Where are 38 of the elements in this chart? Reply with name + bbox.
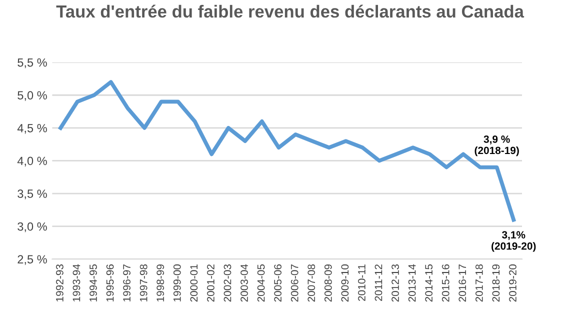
x-tick-label: 2016-17 (458, 264, 466, 302)
x-tick-label: 2013-14 (408, 264, 416, 302)
x-tick-label: 2008-09 (324, 264, 332, 302)
annotation: 3,9 % (2018-19) (474, 136, 519, 156)
x-tick-label: 2018-19 (492, 264, 500, 302)
x-tick-label: 1997-98 (140, 264, 148, 302)
x-tick-label: 2006-07 (290, 264, 298, 302)
x-tick-label: 2005-06 (274, 264, 282, 302)
x-tick-label: 2014-15 (425, 264, 433, 302)
x-tick-label: 2002-03 (224, 264, 232, 302)
y-tick-label: 4,0 % (17, 156, 47, 167)
y-tick-label: 2,5 % (18, 255, 47, 265)
x-tick-label: 1996-97 (123, 264, 130, 302)
x-tick-label: 1992-93 (56, 264, 64, 302)
x-tick-label: 2017-18 (475, 264, 483, 302)
x-tick-label: 2015-16 (442, 264, 450, 302)
x-tick-label: 2011-12 (374, 264, 382, 301)
x-tick-label: 2001-02 (207, 264, 214, 302)
x-tick-label: 2007-08 (308, 264, 316, 302)
x-tick-label: 1993-94 (72, 264, 80, 302)
x-tick-label: 1994-95 (90, 264, 97, 302)
chart-title: Taux d'entrée du faible revenu des déclarants au Canada (56, 4, 524, 18)
x-tick-label: 2004-05 (257, 264, 265, 302)
y-tick-label: 5,5 % (18, 58, 47, 68)
y-tick-label: 5,0 % (18, 91, 47, 101)
x-tick-label: 2010-11 (358, 264, 366, 301)
x-tick-label: 1995-96 (106, 264, 114, 302)
y-tick-label: 3,5 % (18, 190, 47, 200)
x-tick-label: 1998-99 (156, 264, 164, 302)
y-tick-label: 3,0 % (18, 222, 47, 232)
y-tick-label: 4,5 % (17, 124, 47, 134)
x-tick-label: 2000-01 (190, 264, 198, 302)
x-tick-label: 2009-10 (341, 264, 349, 302)
x-tick-label: 2019-20 (509, 264, 516, 302)
x-tick-label: 2003-04 (240, 264, 248, 302)
x-tick-label: 2012-13 (392, 264, 399, 302)
x-tick-label: 1999-00 (173, 264, 181, 302)
annotation: 3,1% (2019-20) (492, 231, 536, 252)
